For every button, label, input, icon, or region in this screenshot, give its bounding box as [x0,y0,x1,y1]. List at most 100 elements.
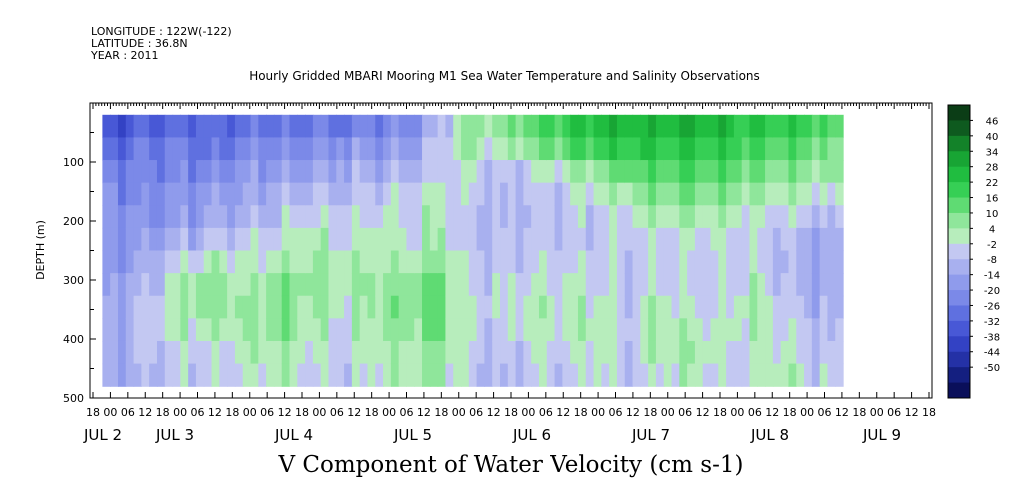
heatmap-cell [757,250,766,274]
heatmap-cell [749,160,758,184]
heatmap-cell [671,137,680,161]
heatmap-cell [328,227,337,252]
heatmap-cell [531,318,540,342]
heatmap-cell [320,295,330,319]
heatmap-cell [164,318,174,342]
heatmap-cell [375,295,384,319]
heatmap-cell [390,182,400,206]
heatmap-cell [180,114,189,139]
x-day-label: JUL 5 [393,426,432,444]
heatmap-cell [273,273,283,297]
heatmap-cell [164,114,174,139]
heatmap-cell [133,273,142,297]
heatmap-cell [375,137,384,161]
heatmap-cell [351,227,361,252]
x-hour-label: 00 [800,406,814,419]
heatmap-cell [219,295,228,319]
heatmap-cell [577,160,587,184]
heatmap-cell [835,295,844,319]
heatmap-cell [835,318,844,342]
heatmap-cell [663,114,673,139]
heatmap-cell [492,227,501,252]
heatmap-cell [827,273,836,297]
heatmap-cell [484,205,493,229]
heatmap-cell [835,227,844,252]
heatmap-cell [718,273,727,297]
heatmap-cell [648,137,657,161]
heatmap-cell [406,295,415,319]
heatmap-cell [772,295,782,319]
heatmap-cell [468,114,478,139]
heatmap-cell [156,205,166,229]
heatmap-cell [531,273,540,297]
heatmap-cell [655,318,665,342]
colorbar-swatch [948,105,970,121]
heatmap-cell [593,295,602,319]
heatmap-cell [242,160,252,184]
heatmap-cell [492,205,501,229]
heatmap-cell [718,295,727,319]
heatmap-cell [648,250,657,274]
heatmap-cell [367,340,376,365]
heatmap-cell [663,295,673,319]
heatmap-cell [102,205,111,229]
x-hour-label: 12 [347,406,361,419]
heatmap-cell [804,340,813,365]
heatmap-cell [328,273,337,297]
heatmap-cell [632,273,641,297]
heatmap-cell [211,363,220,387]
heatmap-cell [507,250,517,274]
heatmap-cell [507,160,517,184]
heatmap-cell [531,250,540,274]
heatmap-cell [367,114,376,139]
heatmap-cell [156,340,166,365]
x-hour-label: 00 [730,406,744,419]
heatmap-cell [383,205,392,229]
heatmap-cell [398,250,408,274]
heatmap-cell [726,227,735,252]
heatmap-cell [796,205,805,229]
heatmap-cell [663,182,673,206]
heatmap-cell [398,182,408,206]
heatmap-cell [757,273,766,297]
heatmap-cell [484,340,493,365]
x-hour-label: 18 [643,406,657,419]
heatmap-cell [110,250,119,274]
heatmap-cell [476,363,486,387]
x-day-label: JUL 9 [862,426,901,444]
heatmap-cell [772,205,782,229]
heatmap-cell [554,250,563,274]
heatmap-cell [188,205,197,229]
heatmap-cell [546,363,556,387]
heatmap-cell [827,160,836,184]
heatmap-cell [383,250,392,274]
heatmap-cell [679,160,688,184]
heatmap-cell [788,160,797,184]
heatmap-cell [250,205,259,229]
heatmap-cell [164,340,174,365]
heatmap-cell [640,160,649,184]
heatmap-cell [702,182,712,206]
heatmap-cell [445,114,454,139]
colorbar-swatch [948,151,970,168]
heatmap-cell [102,295,111,319]
x-day-label: JUL 4 [274,426,313,444]
heatmap-cell [500,273,509,297]
x-hour-label: 12 [696,406,710,419]
heatmap-cell [624,295,634,319]
heatmap-cell [211,340,220,365]
x-hour-label: 12 [626,406,640,419]
heatmap-cell [351,250,361,274]
heatmap-cell [468,160,478,184]
heatmap-cell [546,250,556,274]
heatmap-cell [492,160,501,184]
heatmap-cell [749,227,758,252]
heatmap-cell [406,363,415,387]
heatmap-cell [305,318,314,342]
heatmap-cell [632,295,641,319]
heatmap-cell [328,318,337,342]
heatmap-cell [180,318,189,342]
heatmap-cells [102,114,844,387]
heatmap-cell [203,137,213,161]
heatmap-cell [203,205,213,229]
